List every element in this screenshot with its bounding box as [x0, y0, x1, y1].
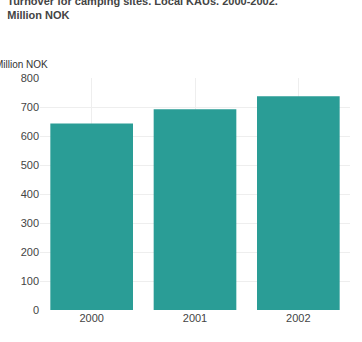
- svg-text:500: 500: [21, 159, 39, 171]
- svg-text:200: 200: [21, 246, 39, 258]
- svg-text:Million NOK: Million NOK: [0, 59, 48, 70]
- svg-text:800: 800: [21, 72, 39, 84]
- svg-text:Turnover for camping sites. Lo: Turnover for camping sites. Local KAUs. …: [7, 0, 278, 21]
- svg-text:600: 600: [21, 130, 39, 142]
- svg-text:2001: 2001: [183, 312, 207, 324]
- svg-text:100: 100: [21, 275, 39, 287]
- svg-text:2000: 2000: [79, 312, 103, 324]
- svg-text:700: 700: [21, 101, 39, 113]
- svg-text:0: 0: [33, 304, 39, 316]
- svg-text:300: 300: [21, 217, 39, 229]
- svg-text:400: 400: [21, 188, 39, 200]
- svg-text:2002: 2002: [286, 312, 310, 324]
